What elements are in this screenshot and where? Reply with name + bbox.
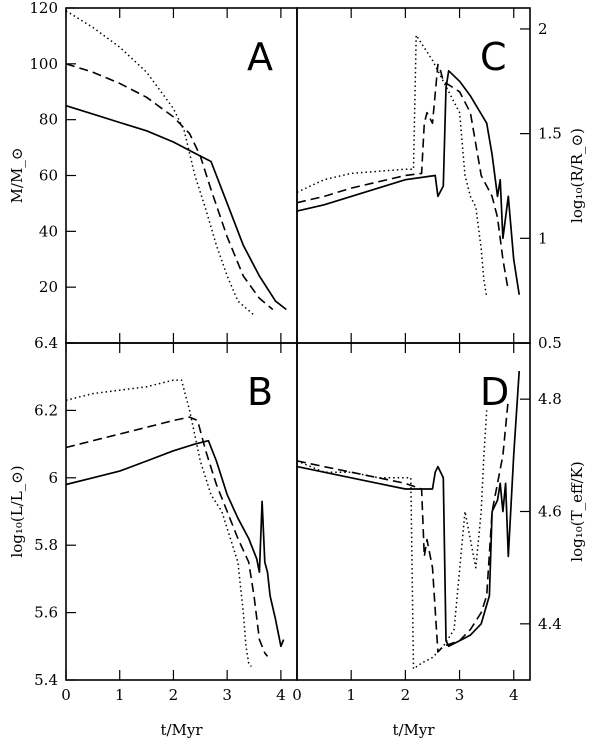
series-line-solid: [65, 439, 285, 648]
series-line-dotted: [65, 10, 255, 316]
y-tick-label: 40: [39, 222, 58, 240]
y-tick-label: 4.4: [538, 615, 562, 633]
y-axis-label: log₁₀(L/L_⊙): [8, 465, 26, 557]
x-axis-label: t/Myr: [160, 721, 203, 739]
x-tick-label: 2: [169, 686, 179, 704]
x-axis-label: t/Myr: [392, 721, 435, 739]
y-tick-label: 6.4: [34, 334, 58, 352]
series-line-dashed: [296, 63, 510, 291]
series-line-solid: [65, 104, 287, 311]
x-tick-label: 0: [292, 686, 302, 704]
x-tick-label: 4: [276, 686, 286, 704]
y-tick-label: 2: [538, 20, 548, 38]
y-tick-label: 80: [39, 111, 58, 129]
y-tick-label: 60: [39, 167, 58, 185]
panel-letter: C: [480, 35, 507, 79]
y-axis-label: log₁₀(R/R_⊙): [568, 128, 586, 223]
y-tick-label: 120: [29, 0, 58, 17]
series-line-dashed: [296, 399, 510, 653]
y-tick-label: 5.8: [34, 536, 58, 554]
x-tick-label: 1: [346, 686, 356, 704]
y-axis-label: M/M_⊙: [8, 148, 26, 204]
x-tick-label: 2: [401, 686, 411, 704]
y-tick-label: 20: [39, 278, 58, 296]
y-tick-label: 1.5: [538, 125, 562, 143]
panel-letter: D: [480, 370, 509, 414]
y-tick-label: 0.5: [538, 334, 562, 352]
y-tick-label: 4.6: [538, 503, 562, 521]
panel-a: 20 40 60 80 100 120 A M/M_⊙: [8, 0, 287, 343]
y-tick-label: 4.8: [538, 390, 562, 408]
y-tick-label: 5.4: [34, 671, 58, 689]
series-line-solid: [296, 69, 521, 295]
y-tick-label: 100: [29, 55, 58, 73]
y-tick-label: 5.6: [34, 604, 58, 622]
x-tick-label: 3: [222, 686, 232, 704]
y-tick-label: 6: [48, 469, 58, 487]
series-line-dotted: [296, 34, 488, 298]
series-line-dotted: [296, 410, 488, 670]
y-tick-label: 6.2: [34, 401, 58, 419]
panel-frames: [65, 7, 531, 681]
x-tick-label: 3: [455, 686, 465, 704]
series-line-dashed: [65, 416, 269, 657]
series-line-dashed: [65, 63, 274, 311]
y-tick-label: 1: [538, 229, 548, 247]
panel-letter: B: [247, 370, 273, 414]
y-axis-label: log₁₀(T_eff/K): [568, 461, 586, 561]
panel-letter: A: [247, 35, 273, 79]
x-tick-label: 0: [61, 686, 71, 704]
x-tick-label: 4: [509, 686, 519, 704]
series-line-dotted: [65, 379, 252, 667]
x-tick-label: 1: [115, 686, 125, 704]
